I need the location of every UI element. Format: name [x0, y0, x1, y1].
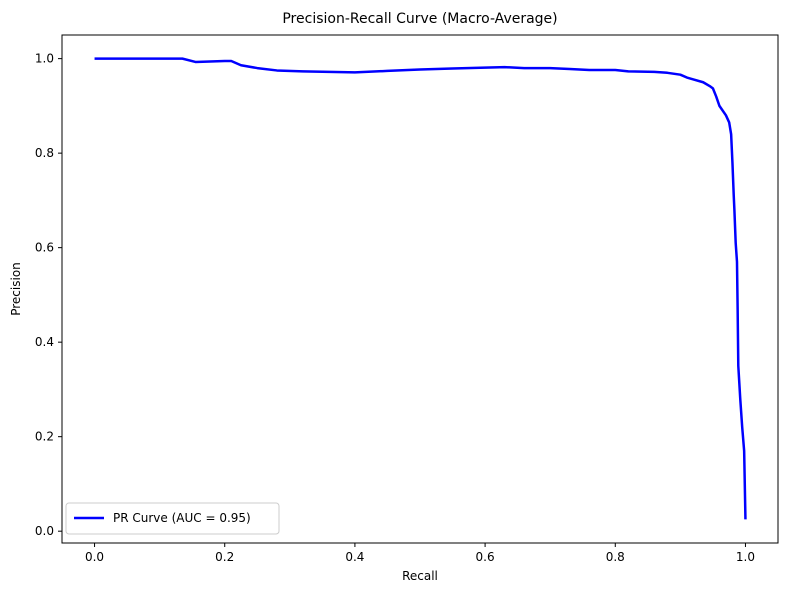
y-tick-label: 0.0 [35, 524, 54, 538]
pr-curve-line [94, 57, 747, 520]
y-tick-label: 0.8 [35, 146, 54, 160]
x-axis-ticks: 0.0 0.2 0.4 0.6 0.8 1.0 [85, 543, 755, 564]
x-tick-label: 0.0 [85, 550, 104, 564]
x-tick-label: 0.4 [345, 550, 364, 564]
plot-frame [61, 34, 779, 544]
x-tick-label: 0.6 [476, 550, 495, 564]
y-tick-label: 0.6 [35, 241, 54, 255]
x-tick-label: 1.0 [736, 550, 755, 564]
y-tick-label: 0.2 [35, 430, 54, 444]
y-tick-label: 1.0 [35, 52, 54, 66]
legend-box [65, 502, 280, 535]
legend-label: PR Curve (AUC = 0.95) [113, 511, 251, 525]
legend: PR Curve (AUC = 0.95) [65, 502, 280, 535]
x-tick-label: 0.8 [606, 550, 625, 564]
x-tick-label: 0.2 [215, 550, 234, 564]
y-axis-ticks: 0.0 0.2 0.4 0.6 0.8 1.0 [35, 52, 62, 538]
y-tick-label: 0.4 [35, 335, 54, 349]
x-axis-label: Recall [402, 569, 438, 583]
y-axis-label: Precision [9, 262, 23, 316]
chart-title: Precision-Recall Curve (Macro-Average) [282, 11, 557, 27]
